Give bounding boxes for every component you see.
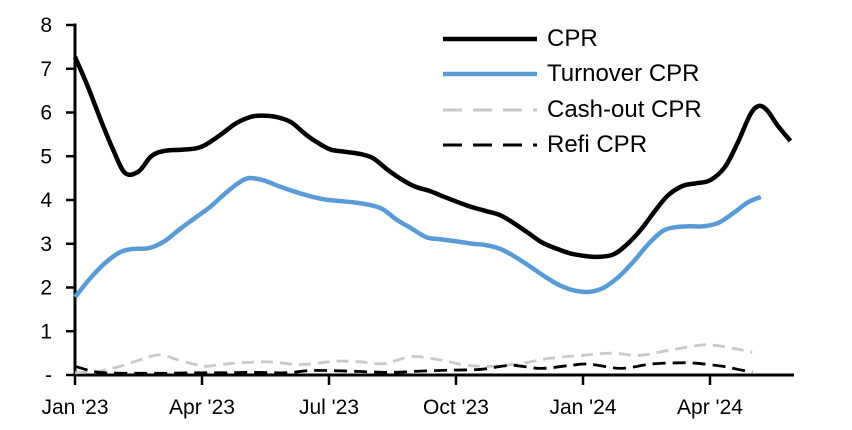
legend-label-turnover-cpr: Turnover CPR bbox=[547, 60, 700, 88]
x-tick-label: Oct '23 bbox=[423, 396, 489, 419]
legend-label-refi-cpr: Refi CPR bbox=[547, 131, 648, 159]
y-tick-label: 8 bbox=[40, 14, 52, 37]
legend-item-refi-cpr: Refi CPR bbox=[442, 128, 702, 164]
legend-item-turnover-cpr: Turnover CPR bbox=[442, 57, 702, 93]
y-tick-label: 4 bbox=[40, 189, 52, 212]
y-tick-label: 5 bbox=[40, 145, 52, 168]
x-tick-label: Jan '23 bbox=[41, 396, 108, 419]
y-tick-label: 3 bbox=[40, 233, 52, 256]
turnover-cpr-line-sample-icon bbox=[443, 72, 537, 77]
y-tick-label: 6 bbox=[40, 102, 52, 125]
cpr-line-sample-icon bbox=[443, 36, 537, 41]
y-tick-label: 2 bbox=[40, 277, 52, 300]
y-tick-label: - bbox=[45, 364, 52, 387]
x-tick-label: Apr '24 bbox=[677, 396, 743, 419]
x-tick-label: Jan '24 bbox=[549, 396, 616, 419]
series-line-cpr bbox=[72, 56, 793, 260]
x-tick-label: Jul '23 bbox=[299, 396, 359, 419]
legend-item-cpr: CPR bbox=[442, 21, 702, 57]
legend-label-cashout-cpr: Cash-out CPR bbox=[547, 95, 702, 123]
x-tick-label: Apr '23 bbox=[169, 396, 235, 419]
series-line-cash-out-cpr bbox=[74, 343, 753, 375]
cashout-cpr-line-sample-icon bbox=[443, 108, 537, 112]
refi-cpr-line-sample-icon bbox=[443, 143, 537, 147]
legend-label-cpr: CPR bbox=[547, 24, 598, 52]
series-line-turnover-cpr bbox=[73, 175, 762, 299]
series-line-refi-cpr bbox=[74, 361, 753, 375]
legend: CPR Turnover CPR Cash-out CPR Refi CPR bbox=[442, 21, 702, 163]
legend-item-cashout-cpr: Cash-out CPR bbox=[442, 92, 702, 128]
y-tick-label: 7 bbox=[40, 58, 52, 81]
y-tick-label: 1 bbox=[40, 320, 52, 343]
